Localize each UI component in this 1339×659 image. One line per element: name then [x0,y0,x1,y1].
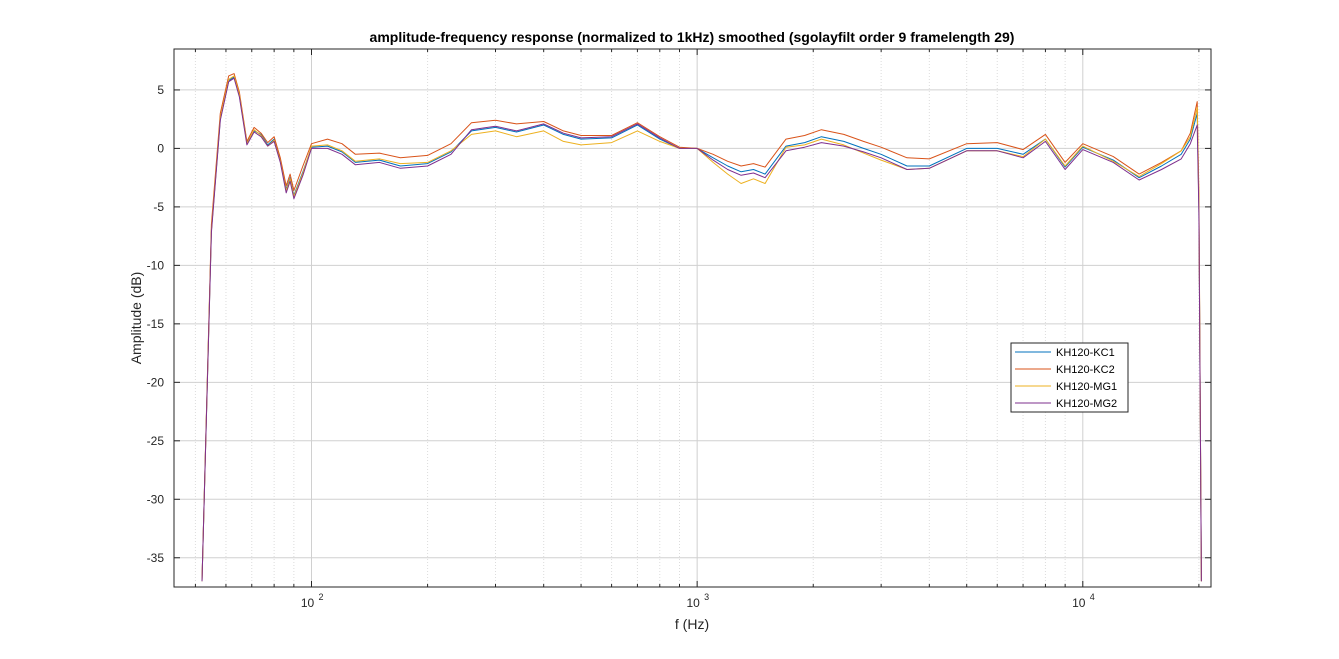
legend-entry: KH120-KC1 [1056,347,1115,359]
legend-entry: KH120-MG2 [1056,398,1117,410]
legend-entry: KH120-KC2 [1056,364,1115,376]
chart-title: amplitude-frequency response (normalized… [370,29,1015,45]
x-tick-exponent: 2 [319,592,324,602]
legend-box [1010,342,1129,413]
plot-frame [173,48,1212,588]
y-tick-label: -35 [147,551,165,565]
y-tick-label: -30 [147,492,165,506]
y-tick-label: 5 [157,83,164,97]
x-tick-label: 10 [301,596,315,610]
axis-ticks: 10 2 10 3 10 4 5 0 -5 -10 -15 -20 -25 -30 -35 [147,49,1211,610]
y-tick-label: -10 [147,258,165,272]
x-axis-label: f (Hz) [675,616,709,632]
legend-entry: KH120-MG1 [1056,381,1117,393]
series-line-4 [201,77,1202,582]
x-tick-label: 10 [1072,596,1086,610]
y-axis-label: Amplitude (dB) [128,272,144,365]
y-tick-label: -25 [147,434,165,448]
y-tick-label: -15 [147,317,165,331]
y-tick-label: 0 [157,141,164,155]
x-tick-label: 10 [686,596,700,610]
y-tick-label: -5 [153,200,164,214]
series-line-2 [201,73,1202,582]
grid [174,49,1211,587]
y-tick-label: -20 [147,375,165,389]
x-tick-exponent: 4 [1090,592,1095,602]
x-tick-exponent: 3 [704,592,709,602]
series-layer [201,73,1202,582]
plot-area [174,49,1211,587]
legend: KH120-KC1 KH120-KC2 KH120-MG1 KH120-MG2 [1010,342,1129,413]
